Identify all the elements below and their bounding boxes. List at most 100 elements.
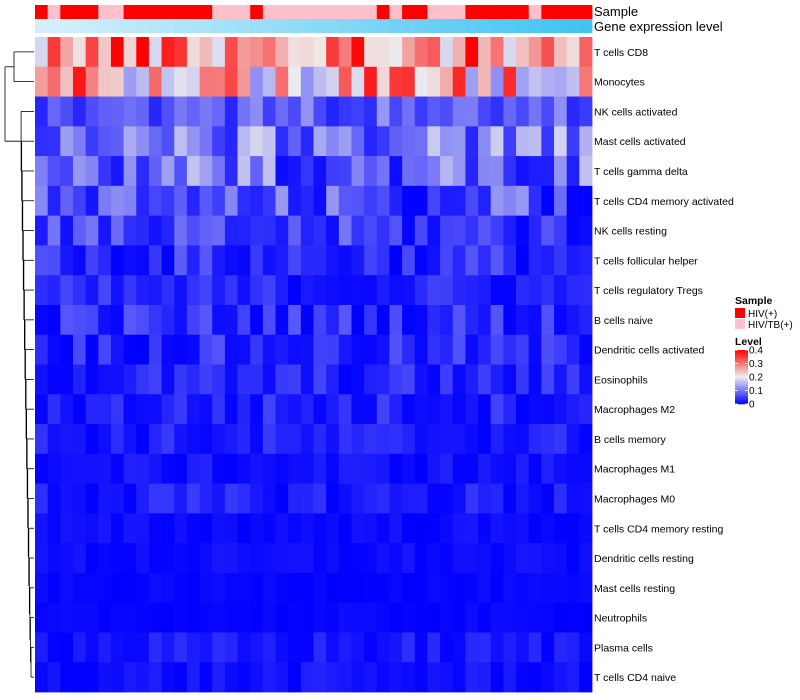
heatmap-cell [503,662,517,693]
heatmap-cell [503,245,517,276]
heatmap-cell [110,156,125,187]
heatmap-cell [60,156,74,187]
heatmap-cell [85,483,99,514]
heatmap-cell [440,662,454,693]
heatmap-cell [300,483,314,514]
legend-level-gradient-step [735,354,748,356]
legend-level-gradient-step [735,381,748,383]
gene-level-annotation-cell [541,19,555,33]
heatmap-cell [85,156,99,187]
heatmap-cell [427,632,441,663]
heatmap-cell [161,245,175,276]
heatmap-cell [414,245,428,276]
heatmap-cell [199,483,213,514]
heatmap-cell [199,513,213,544]
heatmap-cell [98,364,112,395]
heatmap-cell [250,245,264,276]
heatmap-cell [250,96,264,127]
heatmap-cell [136,543,150,574]
heatmap-cell [123,37,137,68]
legend-level-gradient-step [735,356,748,359]
gene-level-annotation-cell [326,19,340,33]
heatmap-cell [541,364,555,395]
heatmap-cell [427,483,441,514]
heatmap-cell [313,215,327,246]
heatmap-cell [212,543,226,574]
gene-level-annotation-cell [364,19,378,33]
heatmap-cell [452,572,466,604]
heatmap-cell [136,275,150,306]
heatmap-cell [98,126,112,157]
heatmap-cell [288,513,302,544]
heatmap-cell [212,37,226,68]
heatmap-cell [313,334,327,365]
sample-annotation-cell [351,5,365,19]
heatmap-cell [110,513,125,544]
heatmap-cell [566,96,580,127]
heatmap-cell [465,662,479,693]
heatmap-cell [402,394,416,425]
heatmap-cell [35,483,49,514]
heatmap-cell [224,334,238,365]
heatmap-cell [161,37,175,68]
heatmap-cell [351,572,365,604]
heatmap-cell [440,96,454,127]
heatmap-cell [161,304,175,336]
heatmap-cell [275,215,289,246]
heatmap-cell [47,156,61,187]
heatmap-cell [47,215,61,246]
heatmap-cell [402,572,416,604]
heatmap-cell [262,483,276,514]
row-label: B cells memory [594,434,667,446]
heatmap-cell [300,185,314,217]
heatmap-cell [186,156,200,187]
sample-annotation-cell [554,5,568,19]
heatmap-cell [503,543,517,574]
heatmap-cell [579,304,593,336]
heatmap-cell [186,483,200,514]
heatmap-cell [174,334,188,365]
heatmap-cell [35,304,49,336]
legend-sample-title: Sample [735,295,773,307]
heatmap-cell [72,304,87,336]
heatmap-cell [136,513,150,544]
row-label: Neutrophils [594,613,647,625]
heatmap-cell [110,334,125,365]
heatmap-cell [161,364,175,395]
heatmap-cell [161,424,175,455]
heatmap-cell [452,156,466,187]
heatmap-cell [528,543,542,574]
heatmap-cell [148,156,162,187]
heatmap-cell [376,602,390,633]
heatmap-cell [579,543,593,574]
heatmap-cell [288,37,302,68]
heatmap-cell [402,126,416,157]
legend-sample-swatch [735,308,745,318]
heatmap-cell [414,275,428,306]
heatmap-cell [313,424,327,455]
gene-level-annotation-cell [465,19,479,33]
heatmap-cell [338,215,352,246]
heatmap-cell [490,632,504,663]
heatmap-cell [136,483,150,514]
heatmap-cell [465,334,479,365]
legend-level-gradient-step [735,351,748,353]
heatmap-cell [136,37,150,68]
heatmap-cell [402,334,416,365]
heatmap-cell [516,424,530,455]
heatmap-cell [452,126,466,157]
heatmap-cell [72,572,87,604]
heatmap-cell [161,453,175,484]
heatmap-cell [465,513,479,544]
heatmap-cell [174,126,188,157]
heatmap-cell [250,126,264,157]
heatmap-cell [478,364,492,395]
heatmap-cell [402,185,416,217]
heatmap-cell [440,364,454,395]
legend-level-gradient-step [735,390,748,393]
heatmap-cell [541,185,555,217]
heatmap-cell [579,66,593,97]
sample-annotation-cell [85,5,99,19]
heatmap-cell [85,334,99,365]
heatmap-cell [351,37,365,68]
